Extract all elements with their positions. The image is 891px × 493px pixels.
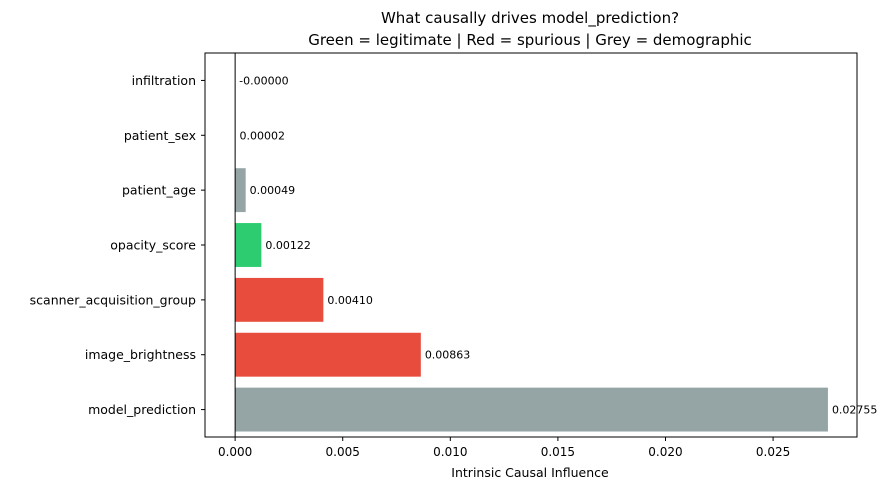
- data-label: 0.02755: [832, 404, 878, 417]
- x-axis-label: Intrinsic Causal Influence: [451, 465, 609, 480]
- x-tick-label: 0.000: [218, 445, 252, 459]
- x-tick-label: 0.020: [648, 445, 682, 459]
- bar-scanner_acquisition_group: [235, 278, 323, 322]
- y-tick-label: image_brightness: [85, 347, 196, 362]
- x-tick-label: 0.010: [433, 445, 467, 459]
- x-tick-label: 0.005: [326, 445, 360, 459]
- data-label: 0.00410: [327, 294, 373, 307]
- data-label: 0.00049: [250, 184, 296, 197]
- y-tick-label: patient_sex: [124, 128, 196, 143]
- x-tick-label: 0.025: [756, 445, 790, 459]
- data-label: 0.00863: [425, 349, 471, 362]
- y-tick-label: infiltration: [132, 73, 196, 88]
- y-tick-label: opacity_score: [110, 238, 196, 253]
- bar-image_brightness: [235, 333, 421, 377]
- x-tick-label: 0.015: [541, 445, 575, 459]
- data-label: 0.00002: [240, 129, 286, 142]
- data-label: -0.00000: [239, 74, 288, 87]
- bar-patient_age: [235, 168, 246, 212]
- y-tick-label: patient_age: [122, 183, 196, 198]
- bar-model_prediction: [235, 388, 828, 432]
- chart-subtitle: Green = legitimate | Red = spurious | Gr…: [308, 31, 752, 49]
- data-label: 0.00122: [265, 239, 311, 252]
- bar-opacity_score: [235, 223, 261, 267]
- y-tick-label: model_prediction: [88, 402, 196, 417]
- y-tick-label: scanner_acquisition_group: [30, 292, 196, 307]
- chart-title: What causally drives model_prediction?: [381, 9, 679, 28]
